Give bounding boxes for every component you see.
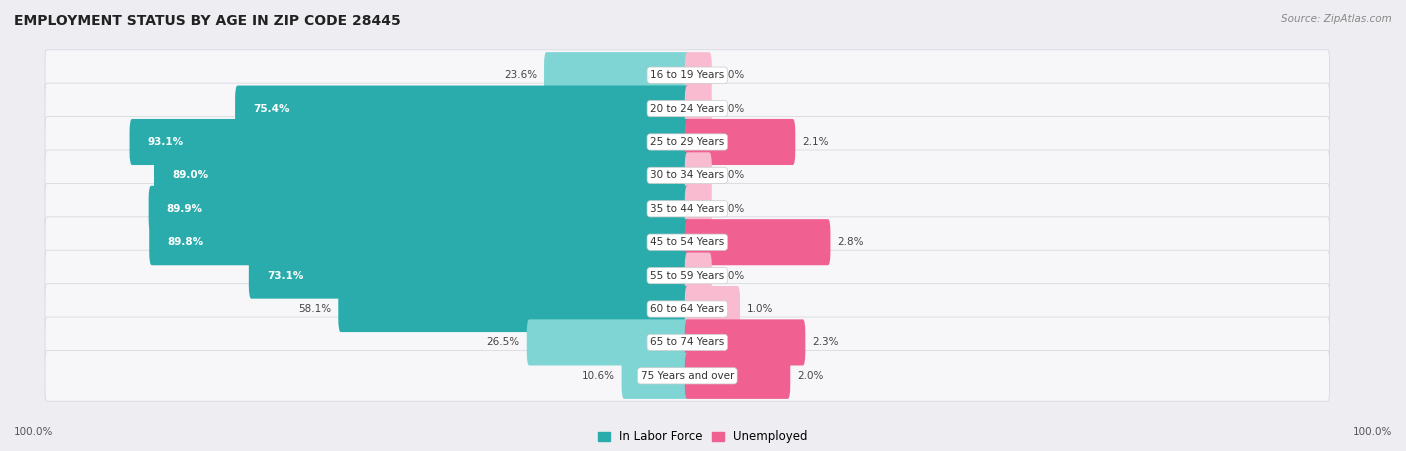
Text: 0.0%: 0.0% [718, 104, 745, 114]
FancyBboxPatch shape [235, 86, 690, 132]
Text: 35 to 44 Years: 35 to 44 Years [650, 204, 724, 214]
FancyBboxPatch shape [149, 186, 690, 232]
FancyBboxPatch shape [45, 350, 1330, 401]
Text: 100.0%: 100.0% [1353, 428, 1392, 437]
Text: 75.4%: 75.4% [253, 104, 290, 114]
FancyBboxPatch shape [685, 86, 711, 132]
FancyBboxPatch shape [45, 83, 1330, 134]
Text: 10.6%: 10.6% [582, 371, 614, 381]
Text: 2.0%: 2.0% [797, 371, 824, 381]
Text: 73.1%: 73.1% [267, 271, 304, 281]
Text: 20 to 24 Years: 20 to 24 Years [650, 104, 724, 114]
Text: 100.0%: 100.0% [14, 428, 53, 437]
Text: 25 to 29 Years: 25 to 29 Years [650, 137, 724, 147]
Text: 89.9%: 89.9% [167, 204, 202, 214]
Text: 93.1%: 93.1% [148, 137, 184, 147]
FancyBboxPatch shape [45, 117, 1330, 167]
Text: 16 to 19 Years: 16 to 19 Years [650, 70, 724, 80]
Text: 0.0%: 0.0% [718, 170, 745, 180]
FancyBboxPatch shape [45, 150, 1330, 201]
FancyBboxPatch shape [685, 152, 711, 198]
FancyBboxPatch shape [685, 286, 740, 332]
FancyBboxPatch shape [685, 353, 790, 399]
Text: 89.0%: 89.0% [172, 170, 208, 180]
FancyBboxPatch shape [544, 52, 690, 98]
FancyBboxPatch shape [685, 119, 796, 165]
FancyBboxPatch shape [45, 184, 1330, 234]
Text: 26.5%: 26.5% [486, 337, 520, 347]
FancyBboxPatch shape [149, 219, 690, 265]
FancyBboxPatch shape [129, 119, 690, 165]
Text: 89.8%: 89.8% [167, 237, 204, 247]
FancyBboxPatch shape [45, 250, 1330, 301]
Text: 60 to 64 Years: 60 to 64 Years [650, 304, 724, 314]
FancyBboxPatch shape [685, 253, 711, 299]
Text: 23.6%: 23.6% [503, 70, 537, 80]
Text: 58.1%: 58.1% [298, 304, 332, 314]
FancyBboxPatch shape [685, 186, 711, 232]
FancyBboxPatch shape [685, 219, 831, 265]
Text: 30 to 34 Years: 30 to 34 Years [650, 170, 724, 180]
Text: 2.8%: 2.8% [838, 237, 863, 247]
Text: 45 to 54 Years: 45 to 54 Years [650, 237, 724, 247]
Text: EMPLOYMENT STATUS BY AGE IN ZIP CODE 28445: EMPLOYMENT STATUS BY AGE IN ZIP CODE 284… [14, 14, 401, 28]
FancyBboxPatch shape [45, 284, 1330, 334]
Text: 0.0%: 0.0% [718, 271, 745, 281]
FancyBboxPatch shape [685, 319, 806, 365]
Text: 55 to 59 Years: 55 to 59 Years [650, 271, 724, 281]
FancyBboxPatch shape [45, 50, 1330, 101]
FancyBboxPatch shape [621, 353, 690, 399]
Text: 1.0%: 1.0% [747, 304, 773, 314]
FancyBboxPatch shape [155, 152, 690, 198]
Text: 0.0%: 0.0% [718, 204, 745, 214]
FancyBboxPatch shape [45, 317, 1330, 368]
Text: 2.3%: 2.3% [813, 337, 839, 347]
FancyBboxPatch shape [527, 319, 690, 365]
Legend: In Labor Force, Unemployed: In Labor Force, Unemployed [598, 430, 808, 443]
FancyBboxPatch shape [339, 286, 690, 332]
Text: 75 Years and over: 75 Years and over [641, 371, 734, 381]
FancyBboxPatch shape [685, 52, 711, 98]
Text: Source: ZipAtlas.com: Source: ZipAtlas.com [1281, 14, 1392, 23]
Text: 2.1%: 2.1% [803, 137, 828, 147]
FancyBboxPatch shape [45, 217, 1330, 267]
Text: 0.0%: 0.0% [718, 70, 745, 80]
FancyBboxPatch shape [249, 253, 690, 299]
Text: 65 to 74 Years: 65 to 74 Years [650, 337, 724, 347]
